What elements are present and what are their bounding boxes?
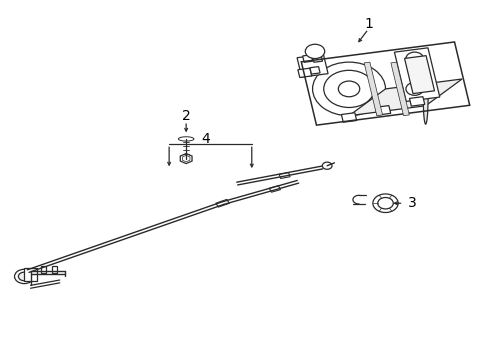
Polygon shape [269,186,280,192]
Ellipse shape [338,81,359,97]
Ellipse shape [405,82,423,95]
Polygon shape [309,67,320,74]
Text: 3: 3 [407,196,416,210]
Ellipse shape [422,71,427,124]
Polygon shape [297,54,327,77]
Ellipse shape [305,44,324,59]
Polygon shape [180,154,192,163]
Ellipse shape [323,70,373,108]
Polygon shape [390,62,408,116]
Polygon shape [302,55,312,62]
Circle shape [15,269,34,284]
Circle shape [322,162,331,169]
Polygon shape [364,62,382,116]
Polygon shape [279,172,289,179]
Polygon shape [215,199,229,207]
Text: 1: 1 [363,17,372,31]
Ellipse shape [312,62,385,116]
Ellipse shape [405,52,423,65]
Polygon shape [394,48,439,102]
Polygon shape [52,266,57,273]
Polygon shape [375,105,390,115]
Polygon shape [341,113,356,122]
Polygon shape [41,266,46,273]
Circle shape [19,272,30,281]
Polygon shape [297,68,311,77]
Polygon shape [312,55,322,62]
Polygon shape [182,156,189,162]
Text: 4: 4 [201,132,209,146]
Polygon shape [404,56,434,94]
Polygon shape [408,97,424,106]
Circle shape [372,194,397,212]
Polygon shape [348,79,461,116]
Text: 2: 2 [182,109,190,123]
Circle shape [377,198,392,209]
Ellipse shape [178,137,194,141]
Polygon shape [24,269,37,281]
